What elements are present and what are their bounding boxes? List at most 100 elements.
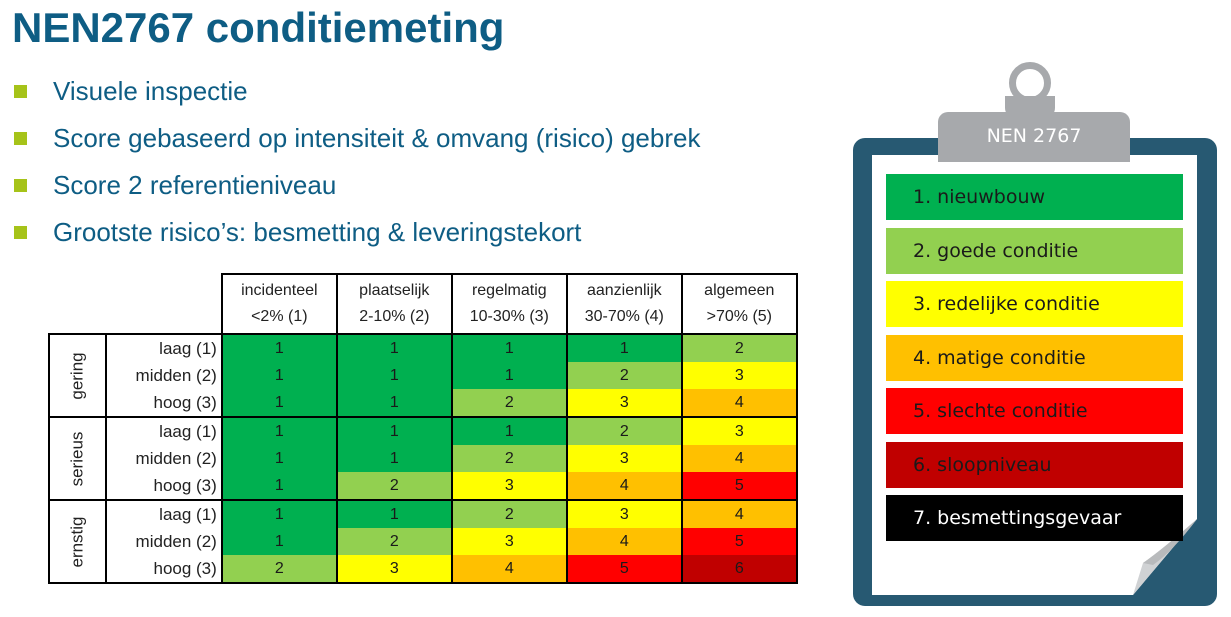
column-header-range: <2% (1) xyxy=(251,308,308,325)
legend-item: 2. goede conditie xyxy=(886,227,1183,274)
matrix-score-cell: 2 xyxy=(335,528,453,555)
bullet-square-icon xyxy=(14,179,27,192)
matrix-score-cell: 3 xyxy=(680,416,798,445)
column-header-label: algemeen xyxy=(704,282,775,299)
matrix-column-header: incidenteel <2% (1) xyxy=(220,273,338,335)
matrix-score-cell: 3 xyxy=(335,555,453,584)
matrix-score-cell: 3 xyxy=(450,528,568,555)
matrix-score-cell: 3 xyxy=(565,499,683,528)
matrix-row: serieus laag (1) 1 1 1 2 3 xyxy=(48,416,798,501)
matrix-score-cell: 2 xyxy=(680,333,798,362)
matrix-level-label: laag (1) xyxy=(105,333,223,362)
clipboard-clip xyxy=(938,112,1130,162)
matrix-score-cell: 1 xyxy=(565,333,683,362)
matrix-score-cell: 1 xyxy=(220,416,338,445)
column-header-range: 10-30% (3) xyxy=(469,308,549,325)
matrix-row: hoog (3) 1 1 2 3 4 xyxy=(49,389,798,418)
matrix-score-cell: 2 xyxy=(335,472,453,501)
matrix-corner xyxy=(49,274,222,334)
matrix-row: midden (2) 1 2 3 4 5 xyxy=(49,528,798,555)
group-label-text: ernstig xyxy=(67,515,87,568)
matrix-group-label: ernstig xyxy=(48,499,107,584)
matrix-score-cell: 1 xyxy=(220,333,338,362)
legend-item: 5. slechte conditie xyxy=(886,388,1183,434)
condition-matrix-table: incidenteel <2% (1) plaatselijk 2-10% (2) re… xyxy=(48,273,798,584)
matrix-score-cell: 2 xyxy=(220,555,338,584)
matrix-score-cell: 5 xyxy=(680,472,798,501)
matrix-row: midden (2) 1 1 1 2 3 xyxy=(49,362,798,389)
matrix-score-cell: 1 xyxy=(335,333,453,362)
legend-item: 7. besmettingsgevaar xyxy=(886,495,1183,541)
matrix-score-cell: 2 xyxy=(450,499,568,528)
group-label-text: serieus xyxy=(67,431,87,486)
legend-item: 1. nieuwbouw xyxy=(886,174,1183,220)
matrix-score-cell: 3 xyxy=(450,472,568,501)
matrix-level-label: midden (2) xyxy=(105,362,223,389)
matrix-score-cell: 4 xyxy=(680,445,798,472)
bullet-item: Score 2 referentieniveau xyxy=(14,168,700,215)
column-header-label: regelmatig xyxy=(471,282,547,299)
matrix-level-label: hoog (3) xyxy=(105,389,223,418)
legend-item: 6. sloopniveau xyxy=(886,441,1183,488)
column-header-range: 30-70% (4) xyxy=(584,308,664,325)
matrix-group-label: serieus xyxy=(48,416,107,501)
matrix-score-cell: 4 xyxy=(565,528,683,555)
matrix-score-cell: 4 xyxy=(680,499,798,528)
legend-item: 3. redelijke conditie xyxy=(886,281,1183,327)
matrix-level-label: hoog (3) xyxy=(105,472,223,501)
matrix-score-cell: 1 xyxy=(335,445,453,472)
matrix-score-cell: 1 xyxy=(335,499,453,528)
matrix-score-cell: 2 xyxy=(450,389,568,418)
matrix-score-cell: 5 xyxy=(680,528,798,555)
matrix-score-cell: 1 xyxy=(450,416,568,445)
matrix-score-cell: 1 xyxy=(335,362,453,389)
matrix-score-cell: 2 xyxy=(565,416,683,445)
matrix-score-cell: 1 xyxy=(335,389,453,418)
matrix-score-cell: 4 xyxy=(565,472,683,501)
matrix-column-header: aanzienlijk 30-70% (4) xyxy=(565,273,683,335)
matrix-row: hoog (3) 2 3 4 5 6 xyxy=(49,555,798,584)
matrix-row: hoog (3) 1 2 3 4 5 xyxy=(49,472,798,501)
column-header-label: plaatselijk xyxy=(359,282,430,299)
column-header-label: aanzienlijk xyxy=(586,282,662,299)
matrix-level-label: laag (1) xyxy=(105,416,223,445)
matrix-score-cell: 1 xyxy=(220,445,338,472)
bullet-item: Score gebaseerd op intensiteit & omvang … xyxy=(14,121,700,168)
column-header-label: incidenteel xyxy=(241,282,318,299)
clipboard-label: NEN 2767 xyxy=(986,125,1082,147)
bullet-list: Visuele inspectie Score gebaseerd op int… xyxy=(14,74,700,262)
condition-matrix: incidenteel <2% (1) plaatselijk 2-10% (2) re… xyxy=(48,273,798,584)
matrix-score-cell: 2 xyxy=(450,445,568,472)
group-label-text: gering xyxy=(67,351,87,400)
page-title: NEN2767 conditiemeting xyxy=(12,4,505,51)
matrix-level-label: midden (2) xyxy=(105,528,223,555)
matrix-level-label: laag (1) xyxy=(105,499,223,528)
bullet-item: Grootste risico’s: besmetting & levering… xyxy=(14,215,700,262)
matrix-level-label: midden (2) xyxy=(105,445,223,472)
matrix-header-row: incidenteel <2% (1) plaatselijk 2-10% (2) re… xyxy=(49,273,798,335)
matrix-score-cell: 1 xyxy=(335,416,453,445)
bullet-square-icon xyxy=(14,226,27,239)
matrix-column-header: algemeen >70% (5) xyxy=(680,273,798,335)
matrix-score-cell: 5 xyxy=(565,555,683,584)
matrix-score-cell: 1 xyxy=(450,333,568,362)
bullet-square-icon xyxy=(14,132,27,145)
condition-legend: 1. nieuwbouw 2. goede conditie 3. redelijk… xyxy=(886,174,1183,549)
matrix-score-cell: 4 xyxy=(450,555,568,584)
matrix-score-cell: 1 xyxy=(220,472,338,501)
matrix-score-cell: 3 xyxy=(565,445,683,472)
column-header-range: 2-10% (2) xyxy=(359,308,430,325)
matrix-row: gering laag (1) 1 1 1 1 2 xyxy=(48,333,798,418)
matrix-score-cell: 1 xyxy=(220,389,338,418)
matrix-row: ernstig laag (1) 1 1 2 3 4 xyxy=(48,499,798,584)
matrix-score-cell: 3 xyxy=(565,389,683,418)
column-header-range: >70% (5) xyxy=(706,308,772,325)
matrix-score-cell: 1 xyxy=(220,499,338,528)
matrix-score-cell: 1 xyxy=(220,528,338,555)
legend-item: 4. matige conditie xyxy=(886,334,1183,381)
matrix-score-cell: 3 xyxy=(680,362,798,389)
bullet-square-icon xyxy=(14,85,27,98)
matrix-level-label: hoog (3) xyxy=(105,555,223,584)
matrix-score-cell: 4 xyxy=(680,389,798,418)
matrix-score-cell: 6 xyxy=(680,555,798,584)
